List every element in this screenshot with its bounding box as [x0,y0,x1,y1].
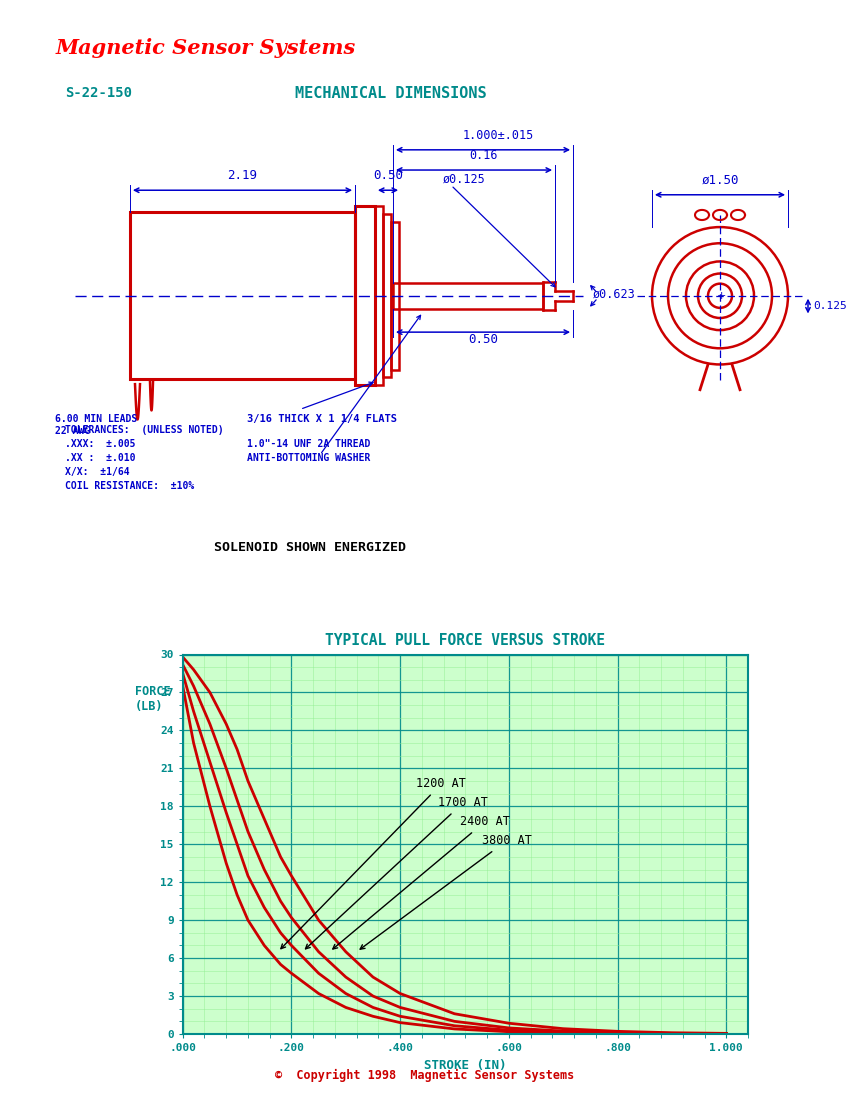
Text: 0.16: 0.16 [470,148,498,162]
Text: MECHANICAL DIMENSIONS: MECHANICAL DIMENSIONS [295,86,486,101]
Text: ø0.623: ø0.623 [593,287,636,300]
Text: 2400 AT: 2400 AT [333,815,510,949]
Text: 0.50: 0.50 [373,169,403,183]
Text: +: + [717,290,726,300]
Title: TYPICAL PULL FORCE VERSUS STROKE: TYPICAL PULL FORCE VERSUS STROKE [326,632,605,648]
Text: TOLERANCES:  (UNLESS NOTED): TOLERANCES: (UNLESS NOTED) [65,425,224,435]
Bar [130,212,355,380]
Text: ANTI-BOTTOMING WASHER: ANTI-BOTTOMING WASHER [247,453,371,463]
Text: 0.50: 0.50 [468,333,498,346]
Text: 1.000±.015: 1.000±.015 [462,129,534,142]
Text: 0.125: 0.125 [813,301,847,311]
Text: Magnetic Sensor Systems: Magnetic Sensor Systems [55,39,355,58]
Bar [383,214,391,377]
Text: 1200 AT: 1200 AT [280,778,467,948]
Text: ø0.125: ø0.125 [443,173,485,185]
Text: SOLENOID SHOWN ENERGIZED: SOLENOID SHOWN ENERGIZED [214,541,406,553]
Text: 1.0"-14 UNF 2A THREAD: 1.0"-14 UNF 2A THREAD [247,439,371,449]
X-axis label: STROKE (IN): STROKE (IN) [424,1058,507,1071]
Bar [375,207,383,385]
Text: 6.00 MIN LEADS
22 AWG: 6.00 MIN LEADS 22 AWG [55,415,137,436]
Text: .XXX:  ±.005: .XXX: ±.005 [65,439,135,449]
Text: COIL RESISTANCE:  ±10%: COIL RESISTANCE: ±10% [65,481,195,491]
Text: FORCE
(LB): FORCE (LB) [134,685,170,713]
Text: X/X:  ±1/64: X/X: ±1/64 [65,468,129,477]
Text: 1700 AT: 1700 AT [305,796,488,949]
Bar [391,221,399,370]
Text: 2.19: 2.19 [228,169,258,183]
Bar [393,283,543,309]
Text: 3800 AT: 3800 AT [360,834,531,949]
Text: S-22-150: S-22-150 [65,86,132,100]
Text: ø1.50: ø1.50 [701,174,739,187]
Text: 3/16 THICK X 1 1/4 FLATS: 3/16 THICK X 1 1/4 FLATS [247,415,397,425]
Bar [355,207,375,385]
Text: ©  Copyright 1998  Magnetic Sensor Systems: © Copyright 1998 Magnetic Sensor Systems [275,1069,575,1082]
Text: .XX :  ±.010: .XX : ±.010 [65,453,135,463]
